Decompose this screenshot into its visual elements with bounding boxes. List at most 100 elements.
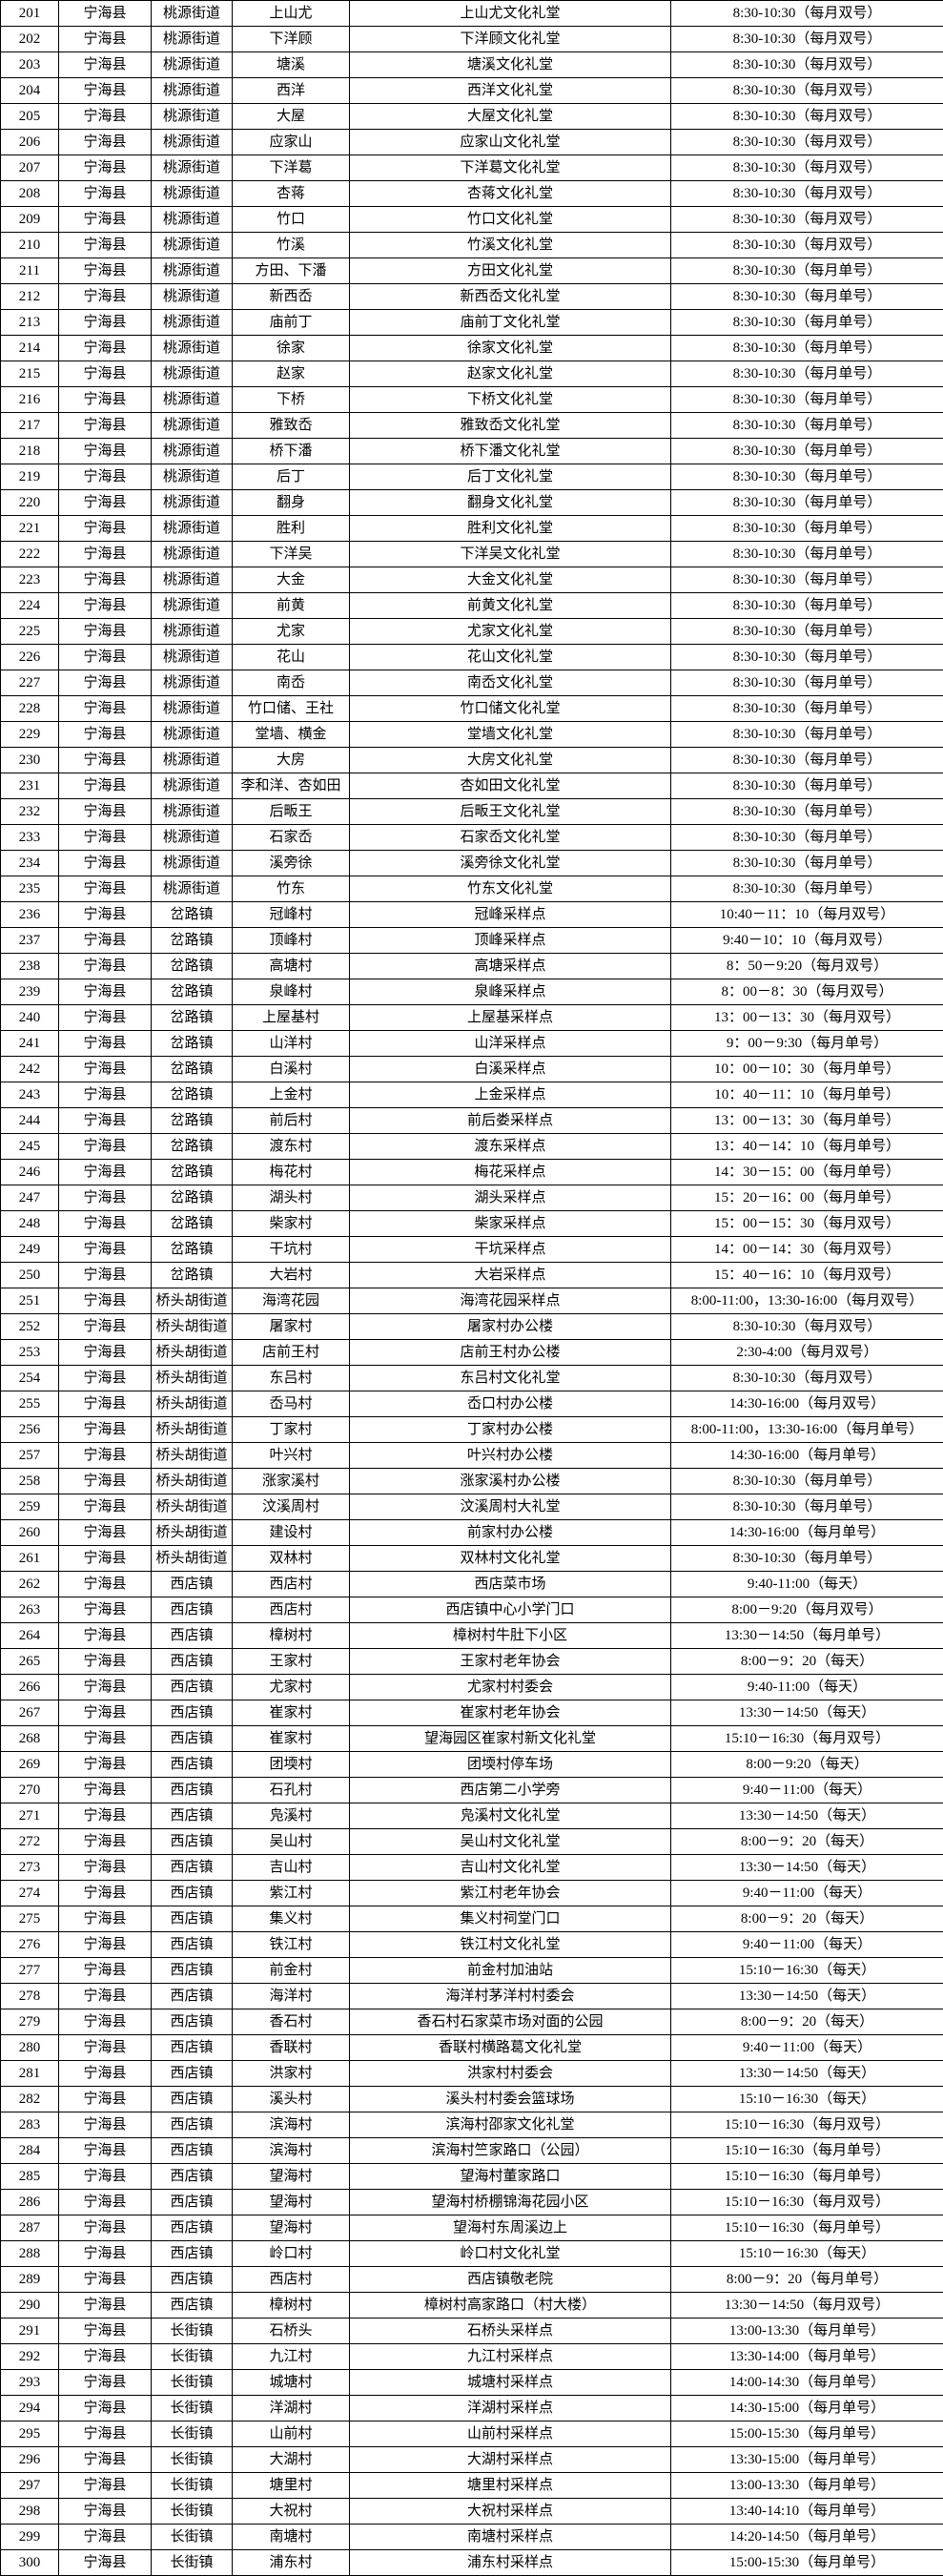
- cell-town: 西店镇: [152, 1675, 233, 1700]
- cell-county: 宁海县: [59, 1314, 152, 1340]
- cell-time: 8:30-10:30（每月单号）: [671, 825, 943, 851]
- cell-site: 西店菜市场: [350, 1572, 671, 1597]
- cell-village: 翻身: [233, 490, 350, 516]
- cell-site: 望海村东周溪边上: [350, 2215, 671, 2241]
- cell-county: 宁海县: [59, 1649, 152, 1675]
- cell-village: 溪头村: [233, 2087, 350, 2112]
- cell-county: 宁海县: [59, 2164, 152, 2190]
- cell-site: 白溪采样点: [350, 1057, 671, 1082]
- cell-time: 13:30－14:50（每月双号）: [671, 2293, 943, 2318]
- cell-village: 尤家村: [233, 1675, 350, 1700]
- cell-town: 长街镇: [152, 2447, 233, 2473]
- cell-time: 8:30-10:30（每月双号）: [671, 52, 943, 78]
- cell-village: 店前王村: [233, 1340, 350, 1366]
- cell-town: 桃源街道: [152, 104, 233, 130]
- cell-site: 集义村祠堂门口: [350, 1906, 671, 1932]
- cell-village: 竹口: [233, 207, 350, 233]
- cell-town: 桃源街道: [152, 78, 233, 104]
- cell-town: 桃源街道: [152, 722, 233, 748]
- cell-town: 西店镇: [152, 2215, 233, 2241]
- cell-village: 后畈王: [233, 799, 350, 825]
- cell-town: 西店镇: [152, 2267, 233, 2293]
- cell-no: 242: [1, 1057, 59, 1082]
- cell-site: 湖头采样点: [350, 1185, 671, 1211]
- cell-county: 宁海县: [59, 876, 152, 902]
- cell-county: 宁海县: [59, 1572, 152, 1597]
- cell-county: 宁海县: [59, 2138, 152, 2164]
- cell-town: 岔路镇: [152, 1108, 233, 1134]
- cell-town: 西店镇: [152, 2293, 233, 2318]
- cell-county: 宁海县: [59, 104, 152, 130]
- cell-time: 8:30-10:30（每月双号）: [671, 181, 943, 207]
- cell-county: 宁海县: [59, 1031, 152, 1057]
- cell-time: 8:30-10:30（每月单号）: [671, 619, 943, 645]
- cell-time: 15:10－16:30（每月单号）: [671, 2215, 943, 2241]
- cell-town: 长街镇: [152, 2499, 233, 2524]
- cell-county: 宁海县: [59, 2035, 152, 2061]
- cell-village: 建设村: [233, 1520, 350, 1546]
- cell-village: 桥下潘: [233, 439, 350, 464]
- cell-county: 宁海县: [59, 542, 152, 567]
- cell-village: 山前村: [233, 2421, 350, 2447]
- cell-village: 吉山村: [233, 1855, 350, 1881]
- cell-town: 桥头胡街道: [152, 1494, 233, 1520]
- cell-village: 上山尤: [233, 1, 350, 27]
- cell-county: 宁海县: [59, 1, 152, 27]
- cell-time: 2:30-4:00（每月双号）: [671, 1340, 943, 1366]
- cell-no: 253: [1, 1340, 59, 1366]
- cell-town: 桥头胡街道: [152, 1417, 233, 1443]
- cell-town: 西店镇: [152, 1855, 233, 1881]
- cell-time: 15:00-15:30（每月单号）: [671, 2421, 943, 2447]
- cell-town: 桃源街道: [152, 181, 233, 207]
- cell-village: 湖头村: [233, 1185, 350, 1211]
- cell-no: 283: [1, 2112, 59, 2138]
- cell-site: 下洋葛文化礼堂: [350, 155, 671, 181]
- cell-county: 宁海县: [59, 464, 152, 490]
- cell-time: 8:30-10:30（每月双号）: [671, 1, 943, 27]
- cell-time: 8:30-10:30（每月双号）: [671, 155, 943, 181]
- cell-county: 宁海县: [59, 52, 152, 78]
- cell-no: 241: [1, 1031, 59, 1057]
- cell-site: 前家村办公楼: [350, 1520, 671, 1546]
- cell-town: 西店镇: [152, 1803, 233, 1829]
- cell-town: 桃源街道: [152, 593, 233, 619]
- cell-site: 渡东采样点: [350, 1134, 671, 1160]
- cell-no: 252: [1, 1314, 59, 1340]
- cell-site: 梅花采样点: [350, 1160, 671, 1185]
- cell-site: 海湾花园采样点: [350, 1288, 671, 1314]
- cell-no: 258: [1, 1469, 59, 1494]
- cell-site: 店前王村办公楼: [350, 1340, 671, 1366]
- cell-site: 前后娄采样点: [350, 1108, 671, 1134]
- cell-town: 长街镇: [152, 2370, 233, 2396]
- cell-time: 8:30-10:30（每月单号）: [671, 670, 943, 696]
- cell-time: 8:30-10:30（每月双号）: [671, 104, 943, 130]
- cell-site: 堂墙文化礼堂: [350, 722, 671, 748]
- cell-time: 8:00－9：20（每天）: [671, 1906, 943, 1932]
- cell-time: 8:30-10:30（每月单号）: [671, 542, 943, 567]
- cell-county: 宁海县: [59, 284, 152, 310]
- cell-site: 团堧村停车场: [350, 1752, 671, 1778]
- cell-site: 城塘村采样点: [350, 2370, 671, 2396]
- cell-time: 13：00－13：30（每月单号）: [671, 1108, 943, 1134]
- cell-village: 庙前丁: [233, 310, 350, 336]
- cell-no: 243: [1, 1082, 59, 1108]
- cell-county: 宁海县: [59, 516, 152, 542]
- cell-county: 宁海县: [59, 619, 152, 645]
- cell-no: 201: [1, 1, 59, 27]
- cell-no: 288: [1, 2241, 59, 2267]
- cell-no: 218: [1, 439, 59, 464]
